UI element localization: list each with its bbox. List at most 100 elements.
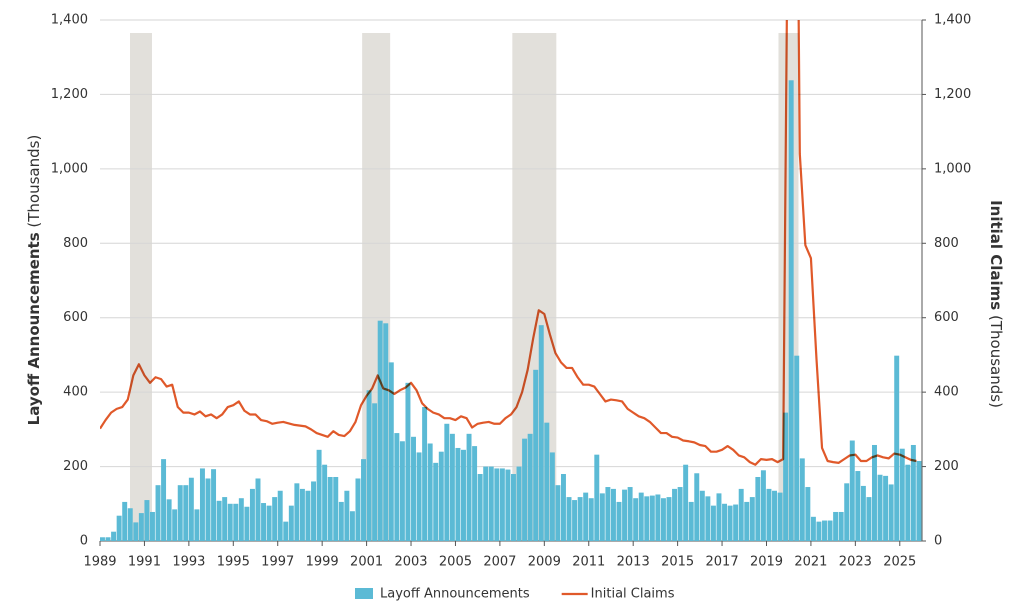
bar	[622, 489, 628, 541]
x-tick-label: 2019	[750, 555, 783, 570]
bar	[227, 503, 233, 541]
bar	[411, 436, 416, 541]
y2-tick-label: 0	[934, 534, 942, 549]
bar	[638, 492, 644, 541]
y2-tick-label: 800	[934, 236, 959, 251]
bar	[588, 498, 594, 541]
bar	[616, 501, 622, 541]
bar	[755, 476, 761, 541]
bar	[655, 494, 661, 541]
y-tick-label: 800	[63, 236, 88, 251]
bar	[466, 433, 472, 541]
bar	[788, 80, 794, 541]
y2-tick-label: 1,200	[934, 87, 971, 102]
bar	[338, 501, 344, 541]
x-tick-label: 2001	[350, 555, 383, 570]
bar	[422, 407, 428, 541]
bar	[683, 464, 689, 541]
y2-tick-label: 1,400	[934, 13, 971, 28]
bar	[899, 448, 905, 541]
y-axis-title-bold: Layoff Announcements	[25, 232, 43, 425]
bar	[194, 509, 200, 541]
bar	[738, 488, 744, 541]
recession-band	[129, 33, 152, 541]
bar	[522, 438, 528, 541]
bar	[383, 323, 389, 541]
bar	[461, 449, 466, 541]
bar	[511, 474, 516, 541]
x-tick-label: 2003	[394, 555, 427, 570]
bar	[766, 488, 772, 541]
bar	[633, 498, 639, 541]
bar	[199, 468, 205, 541]
bar	[883, 475, 889, 541]
bar	[138, 513, 144, 541]
x-tick-label: 2011	[572, 555, 605, 570]
bar	[783, 412, 789, 541]
bar	[127, 508, 133, 541]
bar	[433, 462, 439, 541]
bar	[472, 446, 478, 541]
x-tick-label: 1997	[261, 555, 294, 570]
bar	[122, 501, 128, 541]
bar	[166, 499, 172, 541]
bar	[255, 478, 261, 541]
bar	[366, 390, 372, 541]
bar	[438, 451, 444, 541]
bar	[666, 497, 672, 541]
bar	[544, 422, 550, 541]
bar	[905, 464, 911, 541]
bar	[294, 483, 300, 541]
bar	[216, 500, 222, 541]
bar	[794, 355, 800, 541]
y-tick-label: 0	[80, 534, 88, 549]
bar	[872, 444, 877, 541]
x-tick-label: 2007	[483, 555, 516, 570]
y-tick-label: 600	[63, 310, 88, 325]
bar	[760, 470, 766, 541]
bar	[261, 503, 267, 541]
bar	[211, 469, 217, 541]
bar	[105, 537, 111, 541]
bar	[283, 521, 289, 541]
x-tick-label: 2005	[439, 555, 472, 570]
bar	[483, 466, 489, 541]
bar	[866, 497, 872, 541]
bar	[272, 497, 278, 541]
bar	[172, 509, 178, 541]
bar	[427, 443, 433, 541]
bar	[144, 500, 150, 541]
y2-axis-title-unit: (Thousands)	[988, 315, 1006, 408]
bar	[377, 320, 383, 541]
bar	[777, 492, 783, 541]
bar	[860, 485, 866, 541]
x-tick-label: 2015	[661, 555, 694, 570]
legend-label: Layoff Announcements	[380, 587, 530, 602]
bar	[494, 468, 500, 541]
y2-tick-label: 200	[934, 459, 959, 474]
bar	[566, 497, 572, 541]
bar	[405, 382, 411, 541]
bar	[572, 500, 578, 541]
bar	[316, 449, 322, 541]
bar	[549, 452, 555, 541]
bar	[177, 485, 183, 541]
bar	[516, 466, 522, 541]
x-tick-label: 2023	[839, 555, 872, 570]
bar	[649, 495, 655, 541]
bar	[772, 490, 777, 541]
bar	[499, 468, 505, 541]
x-tick-label: 1989	[83, 555, 116, 570]
bar	[233, 503, 239, 541]
bar	[416, 452, 422, 541]
y-axis-title: Layoff Announcements (Thousands)	[25, 135, 43, 426]
bar	[161, 459, 167, 541]
bar	[833, 511, 839, 541]
x-tick-label: 2013	[617, 555, 650, 570]
bar	[888, 484, 894, 541]
bar	[610, 488, 616, 541]
marks-layer	[100, 20, 922, 541]
bar	[810, 516, 816, 541]
x-tick-label: 2009	[528, 555, 561, 570]
